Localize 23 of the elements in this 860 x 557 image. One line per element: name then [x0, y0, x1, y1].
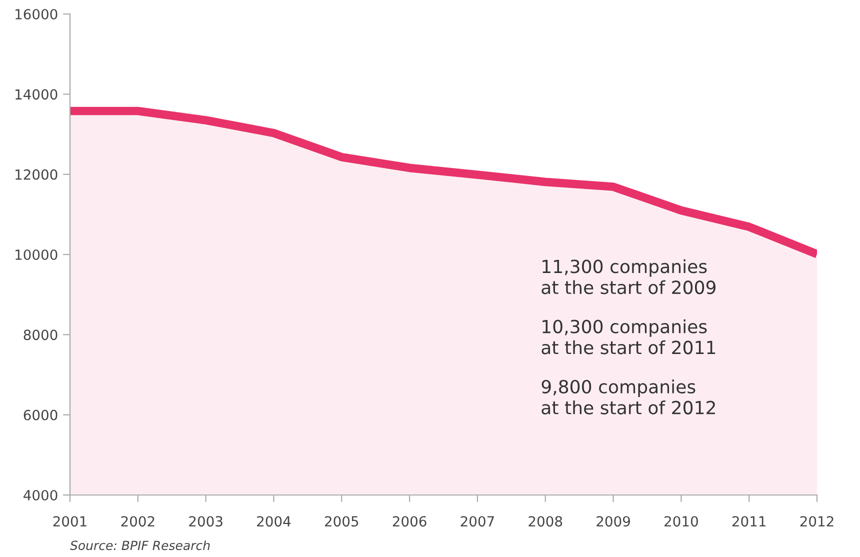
y-tick-label: 16000 [16, 8, 58, 20]
x-tick-label: 2011 [732, 516, 766, 527]
y-tick-label: 10000 [16, 249, 58, 260]
y-tick-label: 6000 [24, 410, 58, 420]
y-tick-label: 12000 [16, 169, 58, 180]
x-tick-label: 2008 [528, 516, 562, 527]
x-tick-label: 2007 [460, 516, 494, 527]
y-tick-label: 4000 [24, 490, 58, 500]
x-tick-label: 2012 [800, 516, 834, 527]
x-tick-label: 2005 [324, 516, 358, 527]
annotation: 10,300 companies at the start of 2011 [542, 319, 716, 354]
x-tick-label: 2001 [53, 516, 86, 527]
source-note: Source: BPIF Research [70, 540, 210, 550]
x-tick-label: 2009 [596, 516, 630, 527]
annotation: 9,800 companies at the start of 2012 [542, 380, 715, 414]
x-tick-label: 2003 [189, 516, 222, 527]
y-tick-label: 8000 [24, 330, 58, 340]
x-tick-label: 2010 [664, 516, 698, 527]
annotation: 11,300 companies at the start of 2009 [542, 259, 716, 294]
y-tick-label: 14000 [16, 89, 58, 100]
x-tick-label: 2006 [392, 516, 426, 527]
x-tick-label: 2002 [121, 516, 154, 527]
x-tick-label: 2004 [257, 516, 291, 527]
